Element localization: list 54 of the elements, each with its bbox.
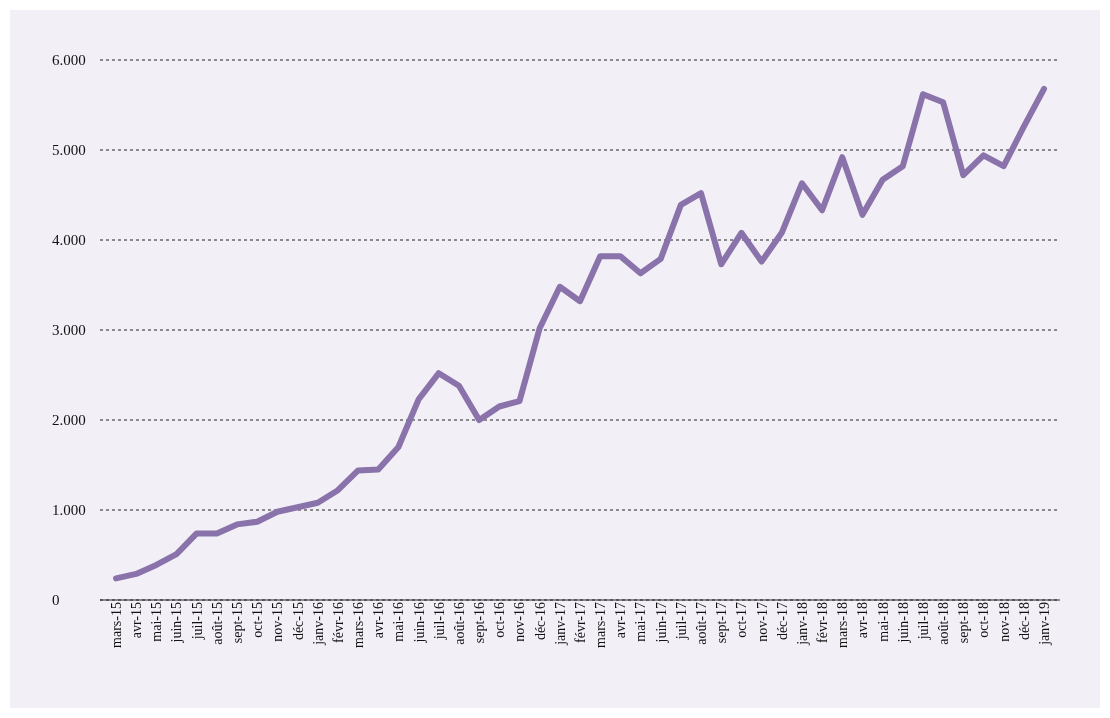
x-tick-label: juil-18 bbox=[915, 602, 931, 641]
x-tick-label: juil-15 bbox=[189, 602, 205, 641]
y-tick-label: 0 bbox=[52, 592, 60, 609]
x-tick-label: juin-16 bbox=[411, 602, 427, 644]
x-tick-label: août-16 bbox=[451, 602, 467, 645]
y-tick-label: 3.000 bbox=[52, 322, 86, 339]
x-tick-label: oct-15 bbox=[250, 602, 266, 638]
x-tick-label: janv-19 bbox=[1036, 602, 1052, 646]
x-tick-label: mai-18 bbox=[875, 602, 891, 642]
x-tick-label: janv-17 bbox=[552, 602, 568, 646]
x-tick-label: nov-16 bbox=[512, 602, 528, 642]
x-tick-label: sept-15 bbox=[229, 602, 245, 644]
x-tick-label: nov-15 bbox=[270, 602, 286, 642]
x-tick-label: mai-15 bbox=[149, 602, 165, 642]
x-tick-label: juin-15 bbox=[169, 602, 185, 644]
x-tick-label: juil-17 bbox=[673, 602, 689, 641]
x-tick-label: juin-18 bbox=[895, 602, 911, 644]
x-tick-label: sept-17 bbox=[714, 602, 730, 644]
x-tick-label: août-15 bbox=[209, 602, 225, 645]
x-tick-label: nov-17 bbox=[754, 602, 770, 642]
x-tick-label: oct-17 bbox=[734, 602, 750, 638]
x-tick-label: mai-17 bbox=[633, 602, 649, 642]
x-tick-label: déc-18 bbox=[1016, 602, 1032, 641]
x-tick-label: janv-16 bbox=[310, 602, 326, 646]
x-tick-label: janv-18 bbox=[794, 602, 810, 646]
x-tick-label: févr-17 bbox=[572, 602, 588, 643]
y-tick-label: 4.000 bbox=[52, 232, 86, 249]
y-tick-label: 2.000 bbox=[52, 412, 86, 429]
x-tick-label: nov-18 bbox=[996, 602, 1012, 642]
x-tick-label: déc-17 bbox=[774, 602, 790, 641]
x-tick-label: oct-16 bbox=[492, 602, 508, 638]
x-tick-label: déc-16 bbox=[532, 602, 548, 641]
x-tick-label: août-18 bbox=[936, 602, 952, 645]
x-tick-label: sept-16 bbox=[472, 602, 488, 644]
y-tick-label: 5.000 bbox=[52, 142, 86, 159]
x-tick-label: mars-16 bbox=[351, 602, 367, 648]
x-tick-label: août-17 bbox=[693, 602, 709, 645]
x-tick-label: févr-16 bbox=[330, 602, 346, 643]
x-tick-label: oct-18 bbox=[976, 602, 992, 638]
x-tick-label: juil-16 bbox=[431, 602, 447, 641]
x-tick-label: mai-16 bbox=[391, 602, 407, 642]
x-tick-label: mars-15 bbox=[108, 602, 124, 648]
x-tick-label: avr-17 bbox=[613, 602, 629, 639]
x-tick-label: févr-18 bbox=[815, 602, 831, 643]
x-tick-label: mars-18 bbox=[835, 602, 851, 648]
x-tick-label: juin-17 bbox=[653, 602, 669, 644]
y-tick-label: 1.000 bbox=[52, 502, 86, 519]
x-tick-label: mars-17 bbox=[593, 602, 609, 648]
x-tick-label: sept-18 bbox=[956, 602, 972, 644]
y-tick-label: 6.000 bbox=[52, 52, 86, 69]
x-tick-label: avr-18 bbox=[855, 602, 871, 639]
x-tick-label: avr-15 bbox=[129, 602, 145, 639]
x-tick-label: avr-16 bbox=[371, 602, 387, 639]
x-tick-label: déc-15 bbox=[290, 602, 306, 641]
